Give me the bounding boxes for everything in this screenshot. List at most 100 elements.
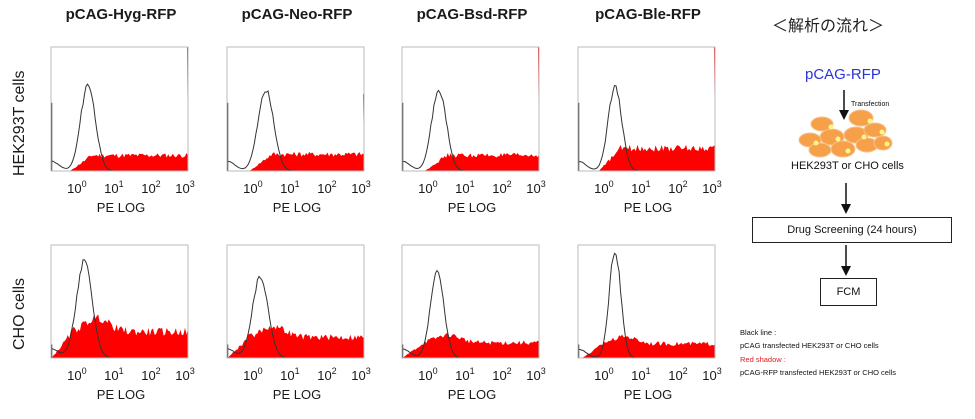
x-axis-label: PE LOG	[272, 200, 322, 215]
flow-title: ＜解析の流れ＞	[772, 16, 885, 35]
x-tick-label: 102	[492, 366, 511, 383]
red-shadow-area	[578, 334, 715, 358]
black-line-histogram	[577, 252, 715, 359]
x-axis-label: PE LOG	[272, 387, 322, 402]
x-tick-label: 102	[317, 366, 336, 383]
tick-exponent: 0	[432, 179, 438, 189]
x-tick-label: 101	[631, 179, 650, 196]
tick-base: 10	[67, 181, 82, 196]
legend-black-desc: pCAG transfected HEK293T or CHO cells	[740, 341, 879, 350]
histogram-panel: 100 101 102 103 PE LOG	[401, 46, 546, 215]
row-label-cho: CHO cells	[11, 277, 28, 350]
tick-base: 10	[455, 368, 470, 383]
column-title-bsd: pCAG-Bsd-RFP	[416, 6, 528, 23]
plot-frame	[226, 244, 365, 359]
tick-base: 10	[104, 368, 119, 383]
tick-base: 10	[668, 181, 683, 196]
tick-base: 10	[351, 181, 366, 196]
tick-exponent: 3	[540, 179, 546, 189]
flow-transfection-label: Transfection	[851, 101, 890, 108]
x-tick-labels: 100 101 102 103	[578, 179, 738, 197]
flow-start-plasmid: pCAG-RFP	[805, 66, 881, 83]
tick-exponent: 3	[189, 366, 195, 376]
x-tick-label: 102	[141, 179, 160, 196]
tick-exponent: 2	[682, 366, 688, 376]
tick-exponent: 1	[469, 179, 475, 189]
tick-base: 10	[243, 368, 258, 383]
histogram-plot	[401, 46, 540, 172]
x-tick-label: 102	[668, 179, 687, 196]
tick-base: 10	[351, 368, 366, 383]
x-tick-label: 102	[141, 366, 160, 383]
x-tick-label: 103	[175, 179, 194, 196]
tick-exponent: 0	[81, 366, 87, 376]
tick-exponent: 2	[506, 366, 512, 376]
tick-base: 10	[668, 368, 683, 383]
x-tick-label: 100	[243, 366, 262, 383]
red-shadow-area	[402, 47, 539, 171]
histogram-panel: 100 101 102 103 PE LOG	[226, 46, 371, 215]
tick-base: 10	[280, 368, 295, 383]
tick-base: 10	[418, 181, 433, 196]
histogram-plot	[577, 46, 716, 172]
tick-exponent: 0	[257, 366, 263, 376]
row-label-hek293t: HEK293T cells	[11, 70, 28, 176]
tick-base: 10	[141, 181, 156, 196]
tick-exponent: 2	[331, 366, 337, 376]
tick-exponent: 1	[469, 366, 475, 376]
tick-exponent: 1	[294, 366, 300, 376]
x-tick-label: 101	[631, 366, 650, 383]
x-tick-label: 101	[280, 366, 299, 383]
x-axis-label: PE LOG	[96, 387, 146, 402]
histogram-plot	[226, 46, 365, 172]
tick-exponent: 2	[155, 366, 161, 376]
column-title-hyg: pCAG-Hyg-RFP	[65, 6, 177, 23]
x-tick-label: 103	[526, 179, 545, 196]
tick-base: 10	[175, 368, 190, 383]
plot-frame	[577, 46, 716, 172]
tick-base: 10	[317, 368, 332, 383]
x-tick-label: 100	[67, 366, 86, 383]
x-tick-label: 103	[526, 366, 545, 383]
x-tick-label: 100	[418, 179, 437, 196]
tick-exponent: 1	[118, 179, 124, 189]
x-tick-labels: 100 101 102 103	[227, 366, 387, 384]
plot-frame	[401, 46, 540, 172]
tick-exponent: 0	[257, 179, 263, 189]
x-tick-label: 101	[455, 366, 474, 383]
tick-exponent: 0	[432, 366, 438, 376]
x-axis-label: PE LOG	[623, 200, 673, 215]
tick-exponent: 3	[716, 179, 722, 189]
histogram-plot	[226, 244, 365, 359]
tick-exponent: 3	[540, 366, 546, 376]
tick-exponent: 1	[645, 179, 651, 189]
red-shadow-area	[227, 325, 364, 358]
tick-base: 10	[418, 368, 433, 383]
tick-base: 10	[631, 368, 646, 383]
arrow-to-fcm	[841, 245, 851, 276]
legend-black-label: Black line :	[740, 328, 777, 337]
tick-base: 10	[594, 368, 609, 383]
tick-base: 10	[526, 368, 541, 383]
tick-base: 10	[702, 368, 717, 383]
histogram-panel: 100 101 102 103 PE LOG	[226, 244, 371, 402]
x-tick-label: 103	[702, 179, 721, 196]
tick-base: 10	[243, 181, 258, 196]
x-tick-label: 100	[418, 366, 437, 383]
x-tick-label: 101	[104, 366, 123, 383]
plot-frame	[50, 244, 189, 359]
legend-red-desc: pCAG-RFP transfected HEK293T or CHO cell…	[740, 368, 897, 377]
histogram-plot	[401, 244, 540, 359]
tick-base: 10	[104, 181, 119, 196]
x-axis-label: PE LOG	[447, 387, 497, 402]
flow-cells-label: HEK293T or CHO cells	[791, 160, 904, 172]
flow-fcm-box: FCM	[820, 278, 877, 306]
legend-red-label: Red shadow :	[740, 355, 786, 364]
plot-frame	[50, 46, 189, 172]
x-tick-label: 103	[351, 366, 370, 383]
tick-exponent: 0	[81, 179, 87, 189]
x-tick-label: 100	[594, 179, 613, 196]
tick-base: 10	[455, 181, 470, 196]
tick-base: 10	[280, 181, 295, 196]
tick-base: 10	[492, 181, 507, 196]
